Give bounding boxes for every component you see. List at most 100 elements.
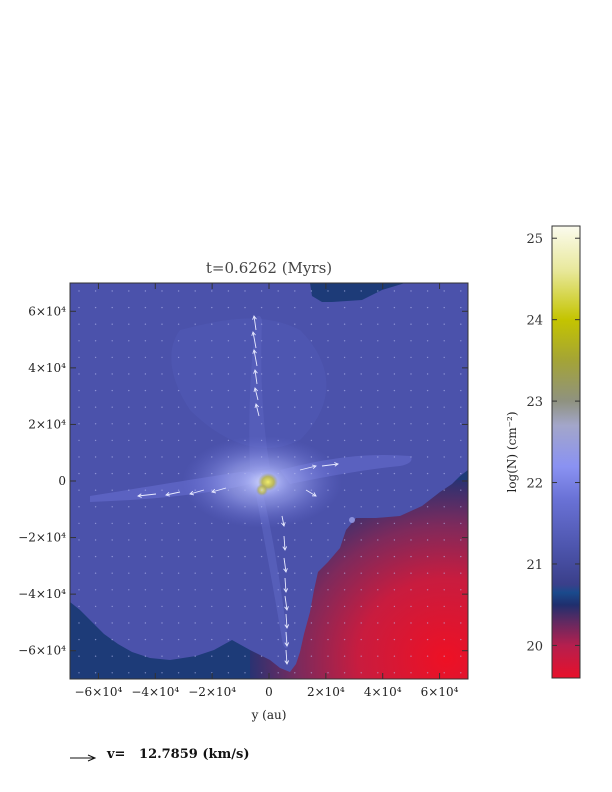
velocity-arrowhead [284, 642, 290, 647]
grid-point [343, 323, 346, 325]
grid-point [161, 290, 163, 292]
velocity-arrowhead [311, 492, 317, 497]
grid-point [260, 672, 263, 674]
grid-point [211, 389, 213, 392]
grid-point [460, 655, 462, 657]
grid-point [343, 589, 346, 591]
grid-point [128, 456, 130, 458]
grid-point [410, 323, 412, 325]
grid-point [294, 655, 296, 657]
grid-point [277, 622, 279, 624]
grid-point [443, 406, 445, 408]
grid-point [128, 356, 130, 359]
velocity-arrowhead [211, 488, 217, 494]
grid-point [177, 522, 180, 525]
grid-point [294, 340, 296, 342]
grid-point [443, 489, 445, 491]
velocity-arrow [165, 491, 181, 496]
grid-point [343, 306, 346, 309]
grid-point [294, 638, 296, 641]
grid-point [244, 439, 246, 442]
grid-point [244, 522, 246, 525]
grid-point [460, 572, 462, 574]
velocity-arrow [284, 577, 287, 593]
grid-point [310, 672, 313, 674]
grid-point [227, 572, 230, 574]
grid-point [360, 439, 362, 442]
grid-point [144, 456, 147, 458]
grid-point [360, 340, 362, 342]
grid-point [377, 340, 379, 342]
grid-point [94, 638, 97, 641]
grid-point [410, 340, 412, 342]
grid-point [194, 572, 196, 574]
grid-point [111, 522, 113, 525]
grid-point [460, 489, 462, 491]
grid-point [443, 306, 445, 309]
grid-point [310, 340, 313, 342]
grid-point [327, 539, 329, 541]
grid-point [377, 406, 379, 408]
grid-point [194, 456, 196, 458]
x-tick-label: 2×10⁴ [307, 685, 345, 699]
grid-point [393, 638, 396, 641]
grid-point [360, 655, 362, 657]
grid-point [327, 489, 329, 491]
grid-point [460, 373, 462, 375]
grid-point [78, 572, 80, 574]
grid-point [410, 655, 412, 657]
grid-point [78, 306, 80, 309]
grid-point [294, 406, 296, 408]
grid-point [377, 472, 379, 475]
grid-point [443, 506, 445, 508]
grid-point [161, 506, 163, 508]
grid-point [128, 323, 130, 325]
grid-point [144, 489, 147, 491]
velocity-arrow [255, 403, 260, 417]
grid-point [111, 356, 113, 359]
grid-point [244, 356, 246, 359]
grid-point [277, 389, 279, 392]
colorbar-gradient [552, 226, 580, 678]
grid-point [194, 506, 196, 508]
grid-point [78, 439, 80, 442]
velocity-arrow [189, 489, 205, 495]
velocity-arrowhead [334, 462, 339, 467]
grid-point [294, 506, 296, 508]
grid-point [227, 323, 230, 325]
grid-point [211, 539, 213, 541]
grid-point [194, 589, 196, 591]
grid-point [244, 306, 246, 309]
grid-point [327, 306, 329, 309]
grid-point [128, 605, 130, 608]
x-tick-label: 6×10⁴ [421, 685, 459, 699]
grid-point [360, 522, 362, 525]
grid-point [177, 356, 180, 359]
grid-point [393, 655, 396, 657]
grid-point [377, 555, 379, 558]
grid-point [144, 539, 147, 541]
grid-point [277, 638, 279, 641]
grid-point [244, 323, 246, 325]
grid-point [443, 572, 445, 574]
grid-point [343, 389, 346, 392]
velocity-arrow [285, 613, 288, 629]
grid-point [161, 489, 163, 491]
grid-point [144, 290, 147, 292]
grid-point [310, 373, 313, 375]
grid-point [360, 672, 362, 674]
grid-point [211, 638, 213, 641]
grid-point [426, 423, 429, 425]
grid-point [161, 389, 163, 392]
grid-point [360, 506, 362, 508]
grid-point [94, 489, 97, 491]
grid-point [161, 622, 163, 624]
grid-point [211, 472, 213, 475]
grid-point [327, 555, 329, 558]
grid-point [277, 306, 279, 309]
grid-point [94, 539, 97, 541]
grid-point [393, 622, 396, 624]
grid-point [426, 522, 429, 525]
grid-point [410, 489, 412, 491]
grid-point [94, 423, 97, 425]
